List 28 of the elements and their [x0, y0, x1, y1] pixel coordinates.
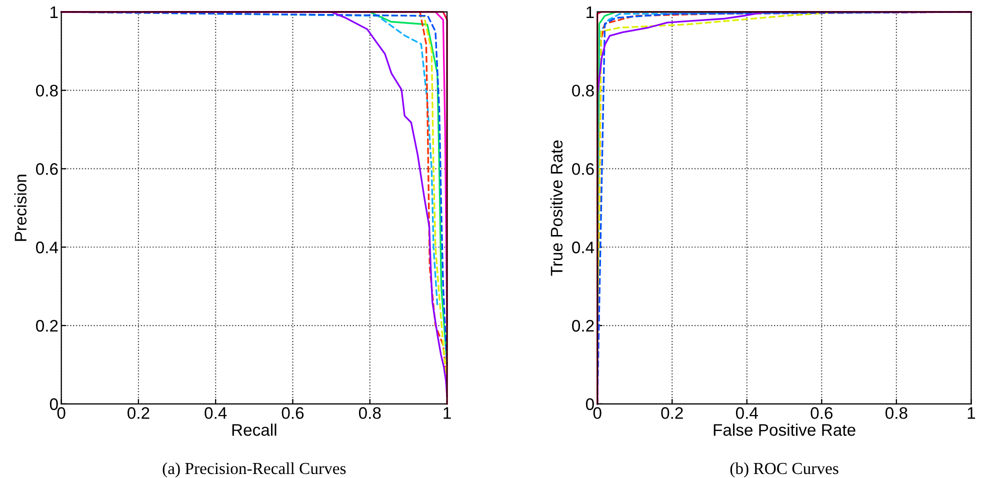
- y-tick-label: 0.4: [572, 242, 594, 254]
- y-tick-label: 0.6: [36, 163, 58, 175]
- x-axis-title: False Positive Rate: [714, 424, 856, 436]
- x-axis-title: Recall: [232, 424, 276, 436]
- y-tick-label: 0.8: [572, 84, 594, 97]
- y-tick-label: 0: [586, 398, 594, 410]
- y-tick-label: 1: [586, 6, 594, 18]
- x-tick-label: 0.6: [282, 407, 304, 419]
- x-tick-label: 1: [444, 407, 451, 419]
- x-tick-label: 0.4: [736, 407, 758, 419]
- y-axis-title: True Positive Rate: [550, 140, 563, 276]
- x-tick-label: 0.2: [128, 407, 150, 419]
- y-tick-label: 0: [50, 398, 58, 410]
- text: (a) Precision-Recall Curves: [162, 462, 346, 478]
- x-tick-label: 0.8: [885, 407, 908, 419]
- y-tick-label: 0.6: [572, 163, 594, 175]
- text: (b) ROC Curves: [730, 462, 838, 478]
- x-tick-label: 0.6: [810, 407, 833, 419]
- x-tick-label: 0.2: [661, 407, 683, 419]
- y-axis-title: Precision: [14, 174, 27, 241]
- x-tick-label: 0.4: [204, 407, 227, 419]
- x-tick-label: 0.8: [358, 407, 381, 419]
- y-tick-label: 0.2: [572, 320, 594, 332]
- y-tick-label: 0.2: [36, 320, 58, 332]
- x-tick-label: 1: [968, 407, 976, 419]
- y-tick-label: 0.4: [36, 242, 58, 254]
- y-tick-label: 1: [50, 6, 58, 18]
- y-tick-label: 0.8: [36, 84, 58, 97]
